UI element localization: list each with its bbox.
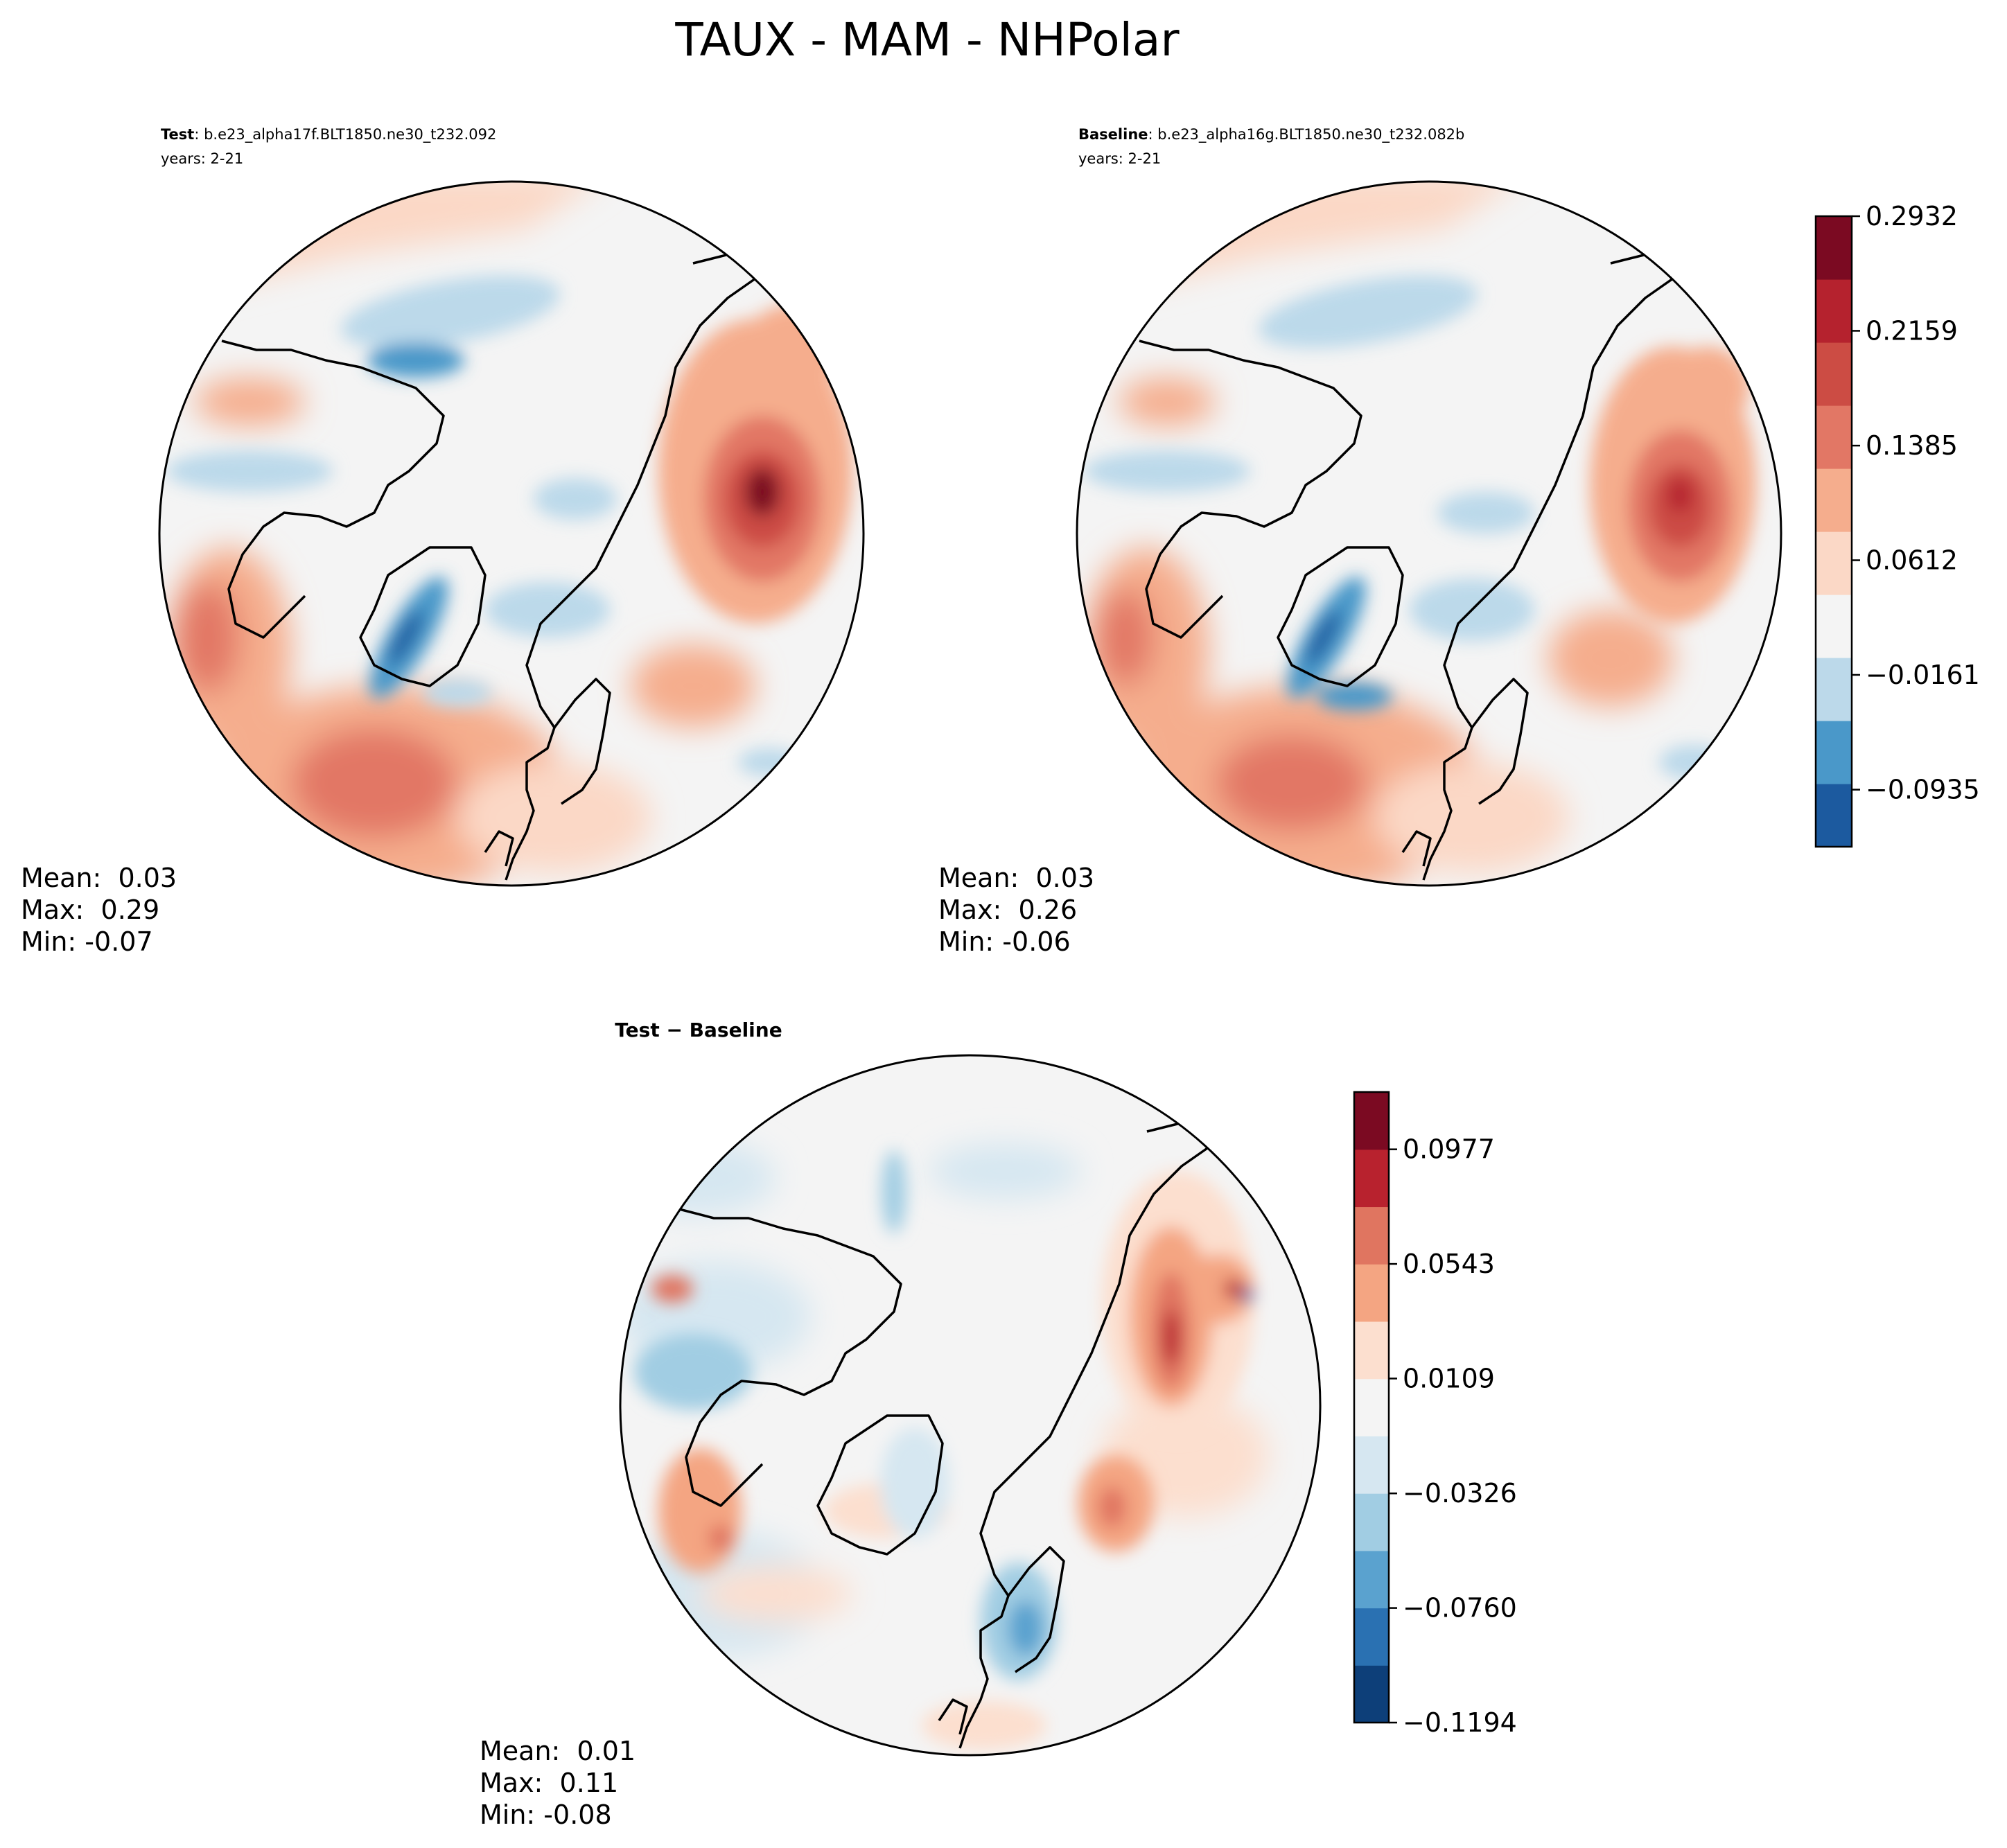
baseline-coast-scandinavia <box>1471 678 1529 805</box>
baseline-coast-greenland <box>1277 546 1404 687</box>
colorbar-bottom: 0.0977 0.0543 0.0109 −0.0326 −0.0760 −0.1194 <box>1353 1091 1517 1738</box>
colorbar-bottom-level-0 <box>1354 1665 1389 1723</box>
baseline-coast-north-america <box>1139 340 1362 639</box>
test-coast-eurasia <box>505 277 757 881</box>
colorbar-top-tick-label: 0.2932 <box>1866 201 1958 231</box>
colorbar-top-tick-label: 0.2159 <box>1866 315 1958 346</box>
test-panel-title: Test: b.e23_alpha17f.BLT1850.ne30_t232.0… <box>161 126 496 143</box>
test-field-nordic <box>457 762 651 873</box>
colorbar-top-level-8 <box>1816 279 1852 343</box>
baseline-coast-eurasia <box>1422 277 1674 881</box>
baseline-map-border <box>1076 180 1782 887</box>
colorbar-bottom-tick-label: 0.0109 <box>1403 1363 1495 1393</box>
colorbar-bottom-level-5 <box>1354 1378 1389 1436</box>
colorbar-bottom-level-10 <box>1354 1092 1389 1150</box>
colorbar-top-level-3 <box>1816 595 1852 658</box>
baseline-title-case: : b.e23_alpha16g.BLT1850.ne30_t232.082b <box>1148 126 1465 143</box>
colorbar-bottom-level-6 <box>1354 1321 1389 1380</box>
colorbar-bottom-level-3 <box>1354 1493 1389 1551</box>
diff-field-labrador <box>658 1448 742 1573</box>
colorbar-top-level-7 <box>1816 342 1852 406</box>
diff-coast-north-america <box>678 1208 902 1507</box>
colorbar-bottom-tick-label: −0.0326 <box>1403 1478 1517 1508</box>
difference-panel-title: Test − Baseline <box>615 1019 782 1041</box>
colorbar-bottom-outline <box>1353 1091 1390 1724</box>
baseline-title-bold: Baseline <box>1078 126 1148 143</box>
colorbar-bottom-level-8 <box>1354 1206 1389 1265</box>
baseline-stat-min: Min: -0.06 <box>938 926 1071 957</box>
colorbar-top-tick-label: −0.0935 <box>1866 775 1980 805</box>
baseline-panel-years: years: 2-21 <box>1078 150 1161 167</box>
test-panel-years: years: 2-21 <box>161 150 243 167</box>
colorbar-top-level-2 <box>1816 658 1852 721</box>
baseline-map <box>1077 182 1781 886</box>
baseline-panel-title: Baseline: b.e23_alpha16g.BLT1850.ne30_t2… <box>1078 126 1464 143</box>
test-stat-mean: Mean: 0.03 <box>21 863 177 893</box>
figure-title: TAUX - MAM - NHPolar <box>674 13 1180 67</box>
diff-coast-greenland <box>816 1414 944 1556</box>
baseline-field-bering <box>1259 275 1478 349</box>
test-coast-north-america <box>221 340 445 639</box>
difference-map-border <box>619 1054 1322 1757</box>
test-stat-max: Max: 0.29 <box>21 895 159 925</box>
colorbar-top-tick-label: 0.0612 <box>1866 545 1958 576</box>
difference-panel: Test − Baseline <box>480 1019 1322 1830</box>
colorbar-bottom-level-1 <box>1354 1608 1389 1666</box>
test-map-border <box>158 180 865 887</box>
diff-coast-eurasia <box>958 1145 1211 1749</box>
diff-field-pacific <box>634 1334 752 1410</box>
test-title-bold: Test <box>161 126 194 143</box>
difference-stat-mean: Mean: 0.01 <box>480 1736 636 1766</box>
diff-coast-scandinavia <box>1007 1546 1065 1673</box>
colorbar-top-tick-label: 0.1385 <box>1866 430 1958 461</box>
colorbar-top-outline <box>1814 215 1853 848</box>
test-panel: Test: b.e23_alpha17f.BLT1850.ne30_t232.0… <box>21 126 865 957</box>
test-coast-greenland <box>359 546 487 687</box>
colorbar-bottom-tick-label: 0.0977 <box>1403 1134 1495 1165</box>
colorbar-top-level-9 <box>1816 216 1852 280</box>
colorbar-bottom-tick-label: −0.1194 <box>1403 1707 1517 1738</box>
colorbar-top-level-0 <box>1816 784 1852 847</box>
difference-stat-max: Max: 0.11 <box>480 1768 618 1798</box>
colorbar-top-level-5 <box>1816 468 1852 532</box>
colorbar-bottom-level-7 <box>1354 1264 1389 1322</box>
colorbar-bottom-tick-label: 0.0543 <box>1403 1249 1495 1279</box>
colorbar-top-level-1 <box>1816 721 1852 784</box>
test-field-bering <box>341 275 560 349</box>
colorbar-bottom-tick-label: −0.0760 <box>1403 1593 1517 1623</box>
colorbar-top-level-6 <box>1816 405 1852 469</box>
baseline-field-nordic <box>1375 762 1569 873</box>
colorbar-top-level-4 <box>1816 531 1852 595</box>
colorbar-bottom-level-4 <box>1354 1436 1389 1494</box>
difference-stat-min: Min: -0.08 <box>480 1799 612 1830</box>
test-stat-min: Min: -0.07 <box>21 926 153 957</box>
colorbar-bottom-level-2 <box>1354 1550 1389 1609</box>
colorbar-top-tick-label: −0.0161 <box>1866 660 1980 690</box>
colorbar-bottom-level-9 <box>1354 1149 1389 1208</box>
baseline-stat-mean: Mean: 0.03 <box>938 863 1094 893</box>
test-title-case: : b.e23_alpha17f.BLT1850.ne30_t232.092 <box>194 126 496 143</box>
colorbar-top: 0.2932 0.2159 0.1385 0.0612 −0.0161 −0.0935 <box>1814 201 1980 848</box>
baseline-stat-max: Max: 0.26 <box>938 895 1077 925</box>
difference-map <box>620 1055 1320 1755</box>
baseline-panel: Baseline: b.e23_alpha16g.BLT1850.ne30_t2… <box>938 126 1782 957</box>
test-coast-scandinavia <box>553 678 611 805</box>
